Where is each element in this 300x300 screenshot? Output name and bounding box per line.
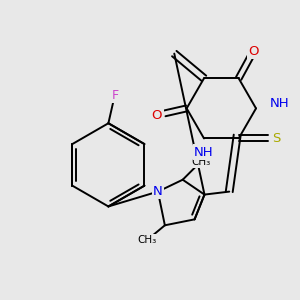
Text: N: N <box>153 185 163 198</box>
Text: S: S <box>272 132 281 145</box>
Text: CH₃: CH₃ <box>191 157 210 167</box>
Text: CH₃: CH₃ <box>137 235 157 245</box>
Text: NH: NH <box>194 146 214 159</box>
Text: O: O <box>248 45 259 58</box>
Text: O: O <box>152 109 162 122</box>
Text: F: F <box>112 89 119 102</box>
Text: NH: NH <box>270 97 290 110</box>
